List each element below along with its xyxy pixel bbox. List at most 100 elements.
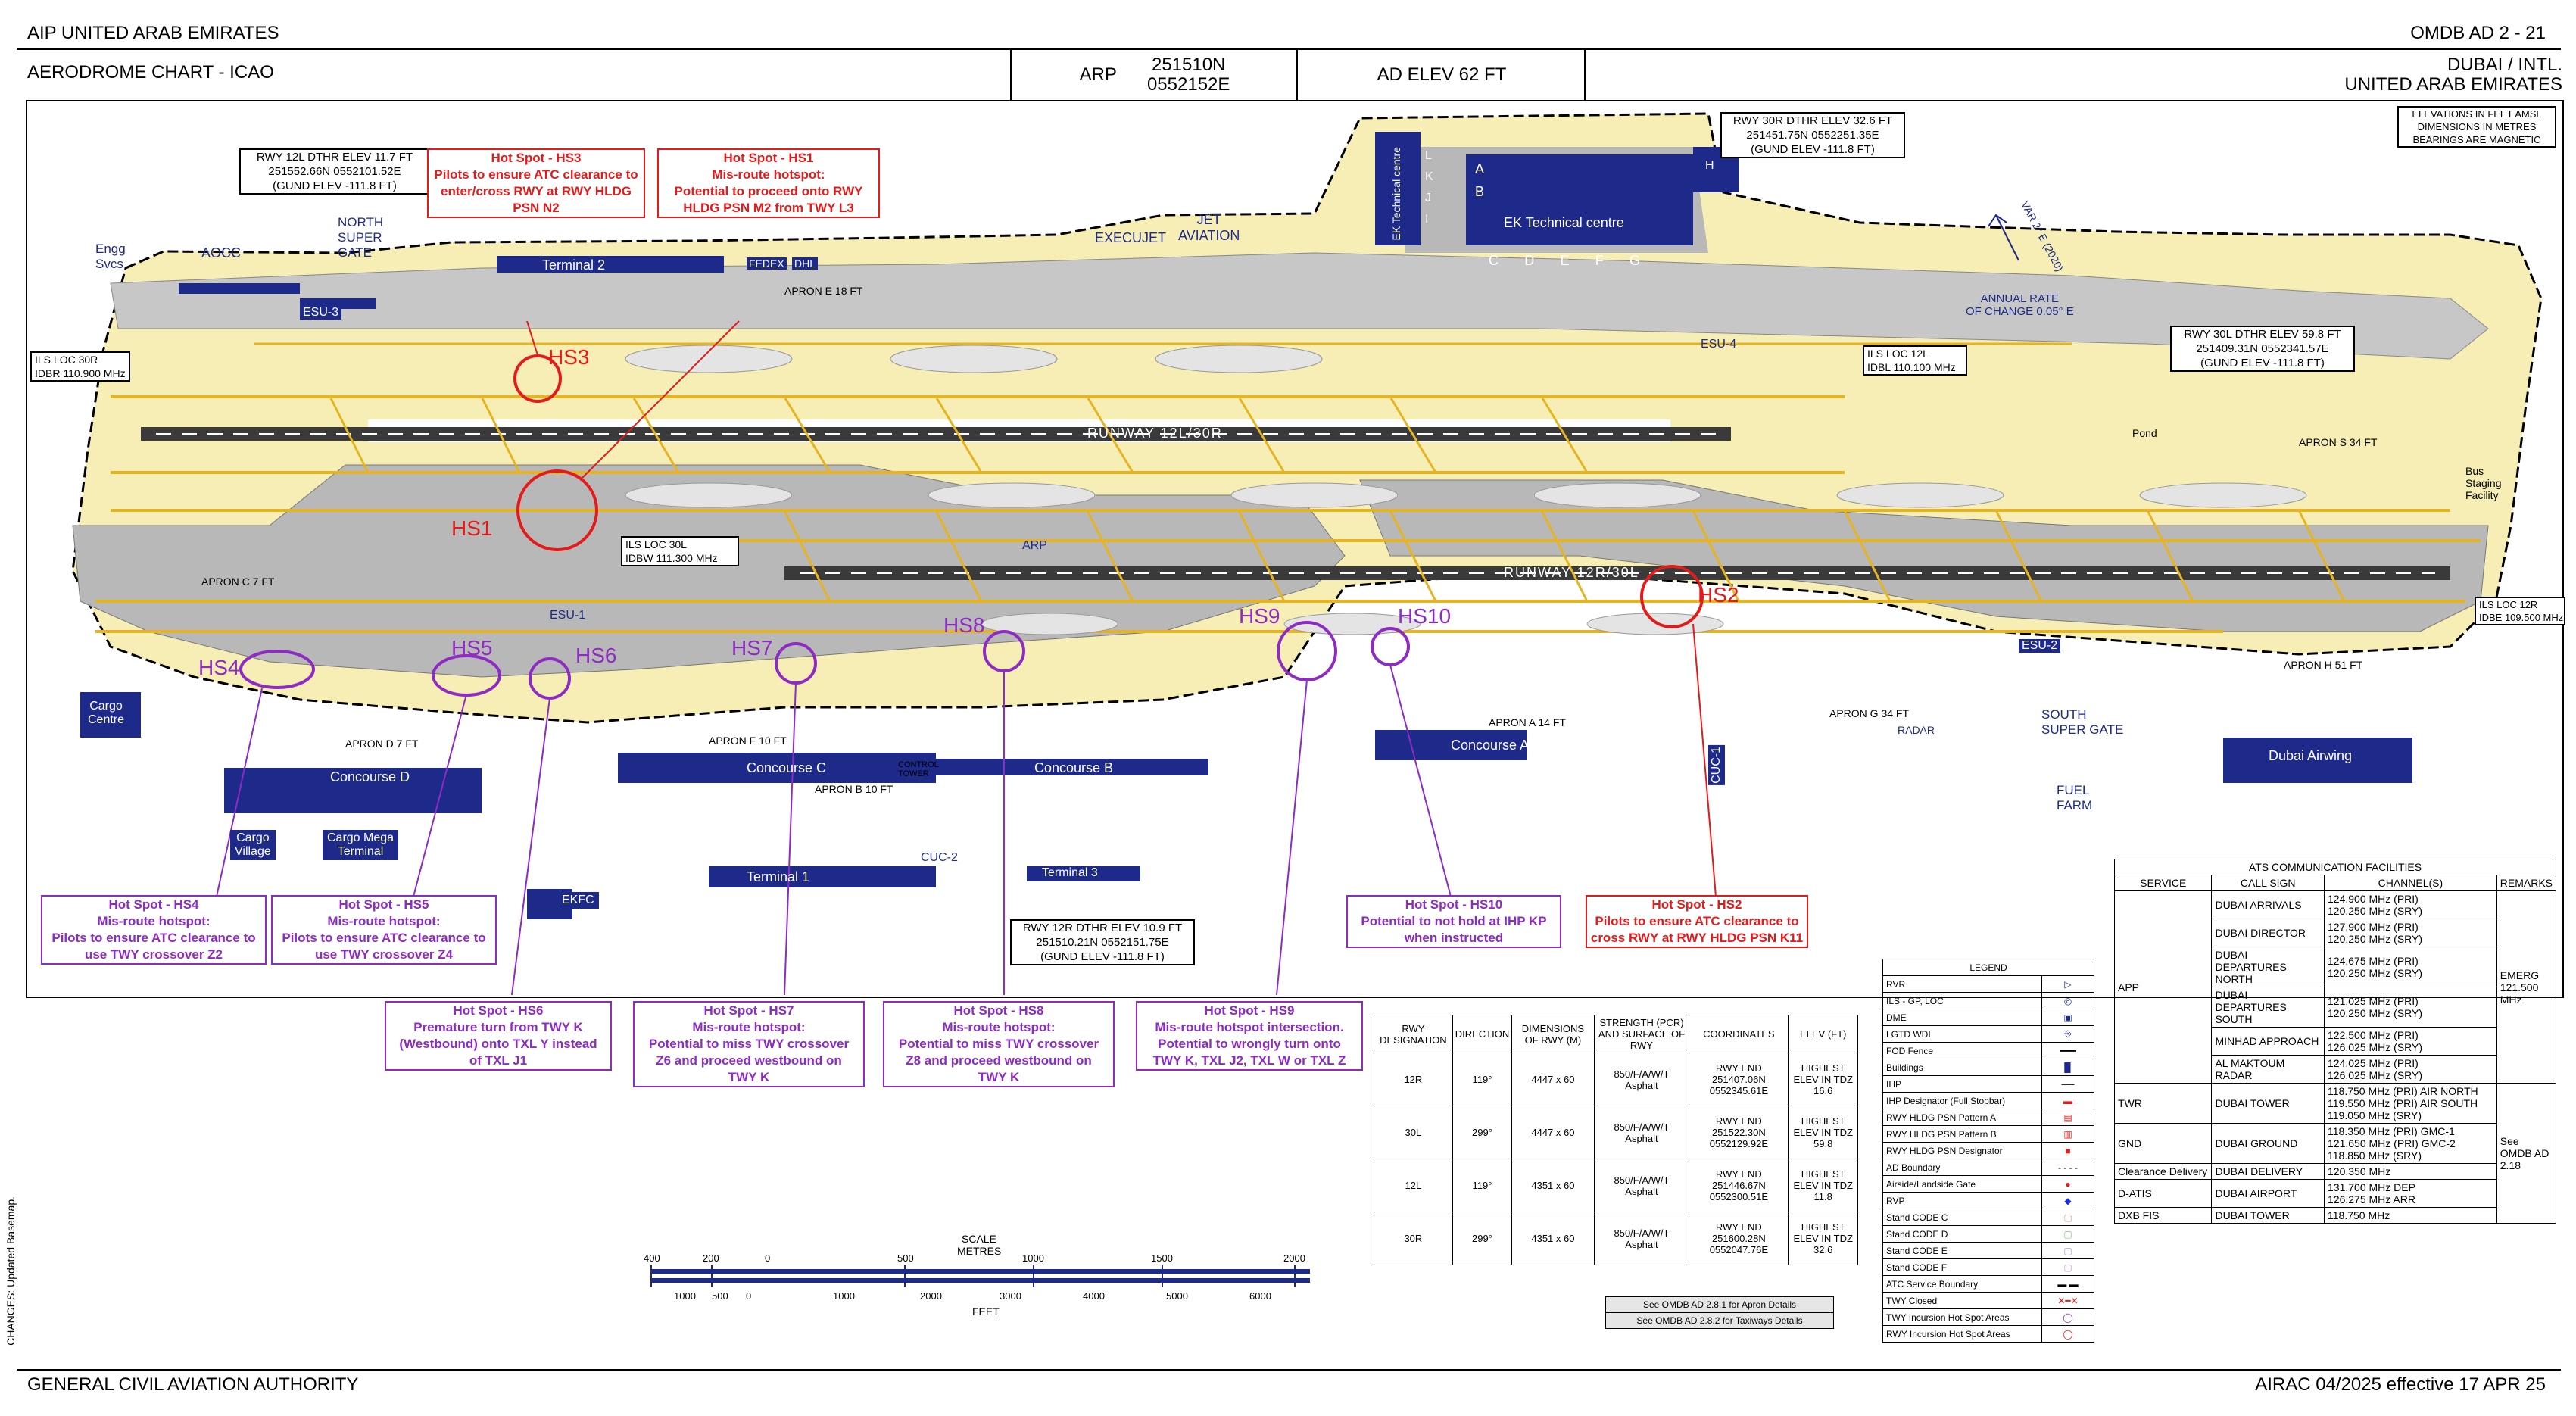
gate-icon: ● (2041, 1175, 2094, 1193)
ils-icon: ◎ (2041, 992, 2094, 1009)
esu3-label: ESU-3 (300, 306, 342, 320)
arp-label: ARP (1079, 64, 1117, 85)
apron-f-label: APRON F 10 FT (709, 735, 787, 747)
hs8-map-label: HS8 (943, 613, 985, 637)
scale-m-2000: 2000 (1283, 1252, 1305, 1264)
execujet-label: EXECUJET (1095, 230, 1167, 245)
table-row: GND DUBAI GROUND 118.350 MHz (PRI) GMC-1… (2113, 1123, 2556, 1164)
concourse-c-bar (618, 759, 921, 775)
rwy-30l-threshold-box: RWY 30L DTHR ELEV 59.8 FT 251409.31N 055… (2170, 326, 2355, 372)
table-row: APP DUBAI ARRIVALS 124.900 MHz (PRI) 120.… (2113, 890, 2557, 1084)
apron-h-label: APRON H 51 FT (2284, 659, 2363, 671)
hs7-callout: Hot Spot - HS7 Mis-route hotspot: Potent… (633, 1001, 865, 1087)
arp-lon: 0552152E (1146, 74, 1230, 95)
twy-closed-icon: ✕━✕ (2041, 1292, 2094, 1309)
terminal-1-label: Terminal 1 (747, 869, 810, 884)
ats-title: ATS COMMUNICATION FACILITIES (2114, 859, 2556, 875)
changes-note: CHANGES: Updated Basemap. (5, 1196, 17, 1346)
hldg-pattern-b-icon: ▥ (2041, 1125, 2094, 1143)
list-item: RWY HLDG PSN Designator ■ (1882, 1142, 2094, 1159)
hs3-callout: Hot Spot - HS3 Pilots to ensure ATC clea… (427, 148, 645, 218)
stand-f-icon: ▢ (2041, 1258, 2094, 1276)
list-item: Airside/Landside Gate ● (1882, 1175, 2094, 1193)
concourse-d-label: Concourse D (330, 769, 410, 784)
list-item: Buildings ▉ (1882, 1059, 2094, 1076)
scale-m-1500: 1500 (1151, 1252, 1173, 1264)
apron-c-label: APRON C 7 FT (201, 575, 275, 588)
hs4-map-label: HS4 (198, 656, 240, 679)
hs7-map-label: HS7 (731, 636, 773, 660)
runway-12l-30r-label: RUNWAY 12L/30R (1087, 426, 1223, 441)
list-item: ILS - GP, LOC ◎ (1882, 992, 2094, 1009)
aip-title: AIP UNITED ARAB EMIRATES (27, 23, 279, 43)
fod-fence-icon: ━━━ (2041, 1042, 2094, 1059)
see-taxiway-note: See OMDB AD 2.8.2 for Taxiways Details (1636, 1315, 1803, 1326)
table-row: Clearance Delivery DUBAI DELIVERY 120.35… (2113, 1163, 2556, 1180)
list-item: Stand CODE E ▢ (1882, 1242, 2094, 1259)
hs10-callout: Hot Spot - HS10 Potential to not hold at… (1346, 895, 1561, 948)
apron-g-label: APRON G 34 FT (1829, 707, 1910, 719)
hldg-pattern-a-icon: ▤ (2041, 1109, 2094, 1126)
table-row: 12L 119° 4351 x 60 850/F/A/W/T Asphalt RWY E… (1374, 1159, 1858, 1212)
scale-m-0: 0 (765, 1252, 771, 1264)
legend-table: LEGEND RVR ▷ ILS - GP, LOC ◎ DME ▣ LGTD WDI… (1882, 959, 2094, 1343)
concourse-a-label: Concourse A (1451, 738, 1530, 753)
table-row: 12R 119° 4447 x 60 850/F/A/W/T Asphalt RWY E… (1374, 1053, 1858, 1106)
cargo-village-label: Cargo Village (230, 830, 276, 860)
south-super-gate-label: SOUTH SUPER GATE (2041, 707, 2124, 737)
apron-b-label: APRON B 10 FT (815, 783, 893, 795)
apron-s-label: APRON S 34 FT (2299, 436, 2378, 448)
apron-e-label: APRON E 18 FT (784, 285, 863, 297)
concourse-c-label: Concourse C (747, 760, 827, 775)
apron-pavement-east (1359, 479, 2489, 632)
esu4-label: ESU-4 (1701, 338, 1737, 351)
runway-table-header: RWY DESIGNATION DIRECTION DIMENSIONS OF … (1374, 1015, 1858, 1053)
hldg-designator-icon: ■ (2041, 1142, 2094, 1159)
list-item: RVP ◆ (1882, 1192, 2094, 1209)
footer-rule (17, 1369, 2561, 1371)
rvp-icon: ◆ (2041, 1192, 2094, 1209)
scale-metres-label: METRES (957, 1245, 1002, 1257)
hs5-map-label: HS5 (451, 636, 493, 660)
hs2-callout: Hot Spot - HS2 Pilots to ensure ATC clea… (1586, 895, 1808, 948)
hs9-map-label: HS9 (1239, 604, 1280, 628)
stand-c-icon: ▢ (2041, 1209, 2094, 1226)
list-item: Stand CODE F ▢ (1882, 1258, 2094, 1276)
rwy-hotspot-icon: ◯ (2041, 1325, 2094, 1343)
units-note-box: ELEVATIONS IN FEET AMSL DIMENSIONS IN ME… (2397, 106, 2556, 148)
ad-boundary-icon: - - - - (2041, 1159, 2094, 1176)
scale-ft-2000: 2000 (920, 1290, 942, 1302)
list-item: ATC Service Boundary ▬ ▬ (1882, 1275, 2094, 1293)
table-row: D-ATIS DUBAI AIRPORT 131.700 MHz DEP 126.… (2113, 1179, 2556, 1208)
scale-ft-6000: 6000 (1249, 1290, 1271, 1302)
footer-authority: GENERAL CIVIL AVIATION AUTHORITY (27, 1374, 359, 1395)
scale-m-1000: 1000 (1022, 1252, 1044, 1264)
see-notes-box: See OMDB AD 2.8.1 for Apron Details See … (1605, 1296, 1834, 1329)
table-row: TWR DUBAI TOWER 118.750 MHz (PRI) AIR NO… (2113, 1083, 2557, 1224)
control-tower-label: CONTROL TOWER (898, 760, 939, 778)
fuel-farm-label: FUEL FARM (2057, 783, 2093, 812)
ils-loc-12l-box: ILS LOC 12L IDBL 110.100 MHz (1863, 345, 1967, 376)
ek-technical-centre-vertical-label: EK Technical centre (1390, 147, 1402, 241)
hs1-map-label: HS1 (451, 516, 493, 540)
aerodrome-map (71, 112, 2543, 996)
bus-staging-label: Bus Staging Facility (2465, 465, 2502, 501)
hs1-callout: Hot Spot - HS1 Mis-route hotspot: Potent… (657, 148, 880, 218)
hs5-callout: Hot Spot - HS5 Mis-route hotspot: Pilots… (271, 895, 497, 965)
list-item: Stand CODE C ▢ (1882, 1209, 2094, 1226)
cargo-centre-label: Cargo Centre (88, 700, 125, 726)
arp-lat: 251510N (1151, 55, 1226, 75)
header-rule-top (17, 48, 2561, 50)
list-item: TWY Closed ✕━✕ (1882, 1292, 2094, 1309)
list-item: LGTD WDI ⎆ (1882, 1025, 2094, 1043)
taxiway-crossovers (329, 396, 2346, 602)
dhl-label: DHL (792, 257, 819, 270)
apron-d-label: APRON D 7 FT (345, 738, 419, 750)
ihp-designator-icon: ▬ (2041, 1092, 2094, 1109)
hangar-h-label: H (1705, 159, 1714, 172)
grass-islands (625, 345, 2307, 635)
hotspot-circles-red (513, 354, 1704, 628)
buildings (80, 132, 2412, 919)
list-item: IHP ── (1882, 1075, 2094, 1093)
